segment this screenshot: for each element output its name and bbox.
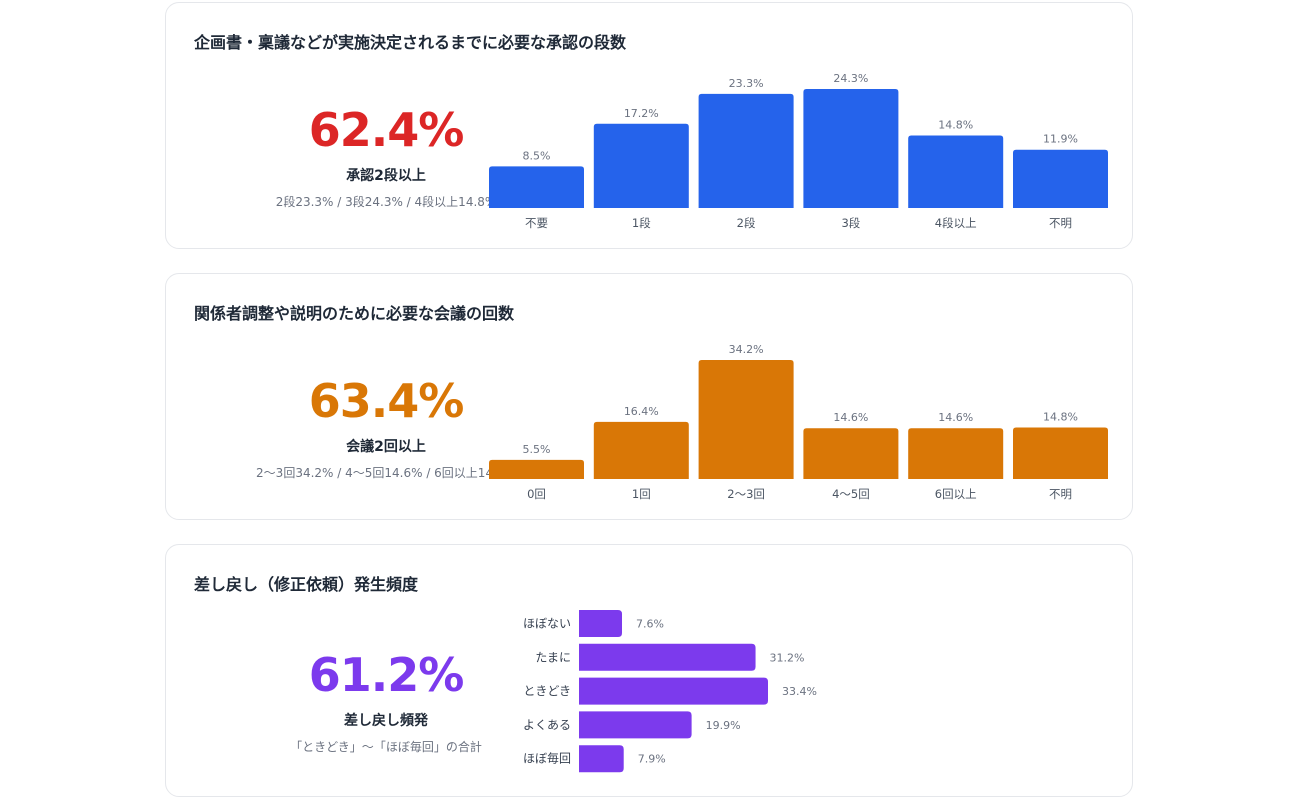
- kpi-detail: 2段23.3% / 3段24.3% / 4段以上14.8%: [275, 195, 497, 209]
- data-label: 34.2%: [729, 343, 764, 356]
- data-label: 7.6%: [636, 618, 664, 631]
- x-tick-label: 4〜5回: [832, 487, 870, 501]
- category-label: よくある: [523, 718, 571, 732]
- kpi-block: 62.4% 承認2段以上 2段23.3% / 3段24.3% / 4段以上14.…: [166, 107, 606, 210]
- data-label: 5.5%: [523, 443, 551, 456]
- x-tick-label: 2段: [737, 216, 756, 230]
- data-label: 14.8%: [1043, 411, 1078, 424]
- bar: [1013, 427, 1108, 479]
- data-label: 11.9%: [1043, 133, 1078, 146]
- data-label: 7.9%: [638, 753, 666, 766]
- bar: [593, 123, 689, 208]
- data-label: 14.6%: [938, 411, 973, 424]
- x-tick-label: 不明: [1049, 216, 1072, 230]
- bar: [803, 89, 899, 208]
- data-label: 33.4%: [782, 685, 817, 698]
- meeting-count-bar-chart: 5.5% 0回 16.4% 1回 34.2% 2〜3回 14.6% 4〜5回 14.6% 6回以上…: [489, 343, 1108, 501]
- kpi-label: 承認2段以上: [346, 168, 426, 184]
- sendback-frequency-card: 差し戻し（修正依頼）発生頻度 61.2% 差し戻し頻発 「ときどき」〜「ほぼ毎回…: [165, 544, 1133, 797]
- bar: [579, 677, 768, 705]
- bar: [489, 166, 584, 208]
- kpi-block: 63.4% 会議2回以上 2〜3回34.2% / 4〜5回14.6% / 6回以…: [166, 378, 606, 481]
- bar: [593, 421, 689, 479]
- kpi-label: 差し戻し頻発: [344, 713, 428, 729]
- bar: [489, 459, 584, 479]
- x-tick-label: 不明: [1049, 487, 1072, 501]
- x-tick-label: 3段: [841, 216, 860, 230]
- data-label: 23.3%: [729, 77, 764, 90]
- kpi-value: 62.4%: [308, 103, 465, 157]
- x-tick-label: 不要: [525, 216, 548, 230]
- data-label: 8.5%: [523, 149, 551, 162]
- bar: [698, 360, 794, 479]
- x-tick-label: 4段以上: [935, 216, 977, 230]
- meeting-count-card: 関係者調整や説明のために必要な会議の回数 63.4% 会議2回以上 2〜3回34…: [165, 273, 1133, 520]
- data-label: 14.8%: [938, 119, 973, 132]
- card-title: 企画書・稟議などが実施決定されるまでに必要な承認の段数: [194, 33, 627, 52]
- bar: [579, 711, 692, 739]
- kpi-detail: 2〜3回34.2% / 4〜5回14.6% / 6回以上14.6%: [256, 466, 516, 480]
- x-tick-label: 6回以上: [935, 487, 977, 501]
- approval-steps-card: 企画書・稟議などが実施決定されるまでに必要な承認の段数 62.4% 承認2段以上…: [165, 2, 1133, 249]
- kpi-block: 61.2% 差し戻し頻発 「ときどき」〜「ほぼ毎回」の合計: [166, 652, 606, 755]
- bar: [579, 643, 756, 671]
- bar: [803, 428, 899, 479]
- category-label: ほぼない: [523, 617, 571, 631]
- approval-steps-bar-chart: 8.5% 不要 17.2% 1段 23.3% 2段 24.3% 3段 14.8% 4段以上 11.9…: [489, 72, 1108, 230]
- category-label: ほぼ毎回: [523, 751, 571, 766]
- data-label: 19.9%: [706, 719, 741, 732]
- data-label: 16.4%: [624, 405, 659, 418]
- category-label: たまに: [535, 650, 571, 664]
- kpi-detail: 「ときどき」〜「ほぼ毎回」の合計: [290, 740, 482, 754]
- kpi-label: 会議2回以上: [346, 439, 426, 455]
- data-label: 17.2%: [624, 107, 659, 120]
- x-tick-label: 1回: [632, 487, 651, 501]
- data-label: 24.3%: [833, 72, 868, 85]
- card-title: 差し戻し（修正依頼）発生頻度: [194, 575, 419, 594]
- bar: [579, 745, 624, 773]
- x-tick-label: 1段: [632, 216, 651, 230]
- bar: [908, 135, 1004, 208]
- bar: [1013, 149, 1108, 208]
- data-label: 31.2%: [770, 651, 805, 664]
- bar: [698, 93, 794, 208]
- kpi-value: 63.4%: [308, 374, 465, 428]
- category-label: ときどき: [523, 684, 571, 698]
- kpi-value: 61.2%: [308, 648, 465, 702]
- x-tick-label: 2〜3回: [727, 487, 765, 501]
- x-tick-label: 0回: [527, 487, 546, 501]
- sendback-frequency-bar-chart: ほぼない 7.6% たまに 31.2% ときどき 33.4% よくある 19.9% ほぼ毎回 7.…: [523, 610, 817, 773]
- bar: [908, 428, 1004, 479]
- data-label: 14.6%: [833, 411, 868, 424]
- bar: [579, 610, 623, 637]
- card-title: 関係者調整や説明のために必要な会議の回数: [194, 304, 515, 323]
